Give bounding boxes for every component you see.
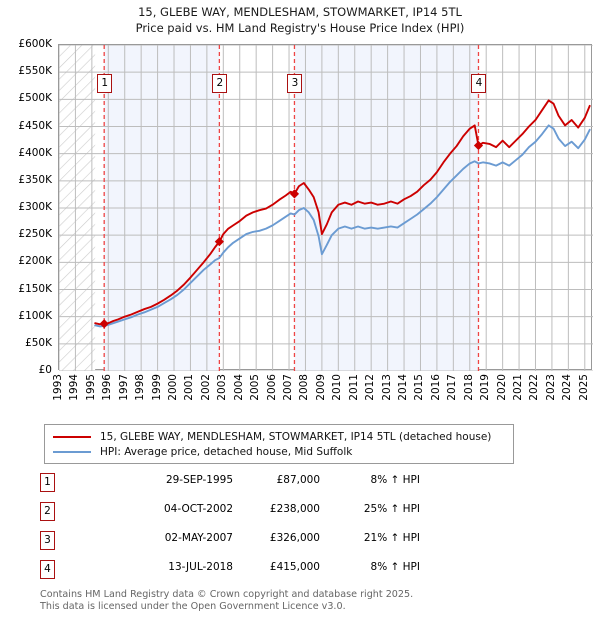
y-axis-tick-label: £350K <box>18 173 52 186</box>
transaction-point <box>99 319 109 329</box>
x-axis-tick-label: 1994 <box>68 374 81 401</box>
transaction-point <box>214 237 224 247</box>
y-axis-tick-label: £400K <box>18 146 52 159</box>
legend-color-swatch <box>53 451 91 453</box>
x-axis-tick-label: 2002 <box>199 374 212 401</box>
x-axis-tick-label: 2020 <box>495 374 508 401</box>
table-row: 2 04-OCT-2002 £238,000 25% ↑ HPI <box>40 501 470 530</box>
chart-legend: 15, GLEBE WAY, MENDLESHAM, STOWMARKET, I… <box>44 424 514 464</box>
y-axis-tick-label: £500K <box>18 92 52 105</box>
y-axis-tick-label: £450K <box>18 119 52 132</box>
x-axis-tick-label: 2005 <box>249 374 262 401</box>
x-axis-tick-label: 2009 <box>314 374 327 401</box>
x-axis-tick-label: 1999 <box>150 374 163 401</box>
x-axis-tick-label: 2021 <box>512 374 525 401</box>
x-axis-tick-label: 2006 <box>265 374 278 401</box>
x-axis-tick-label: 2015 <box>413 374 426 401</box>
chart-marker-3: 3 <box>287 74 303 93</box>
x-axis-tick-label: 2001 <box>183 374 196 401</box>
series-line <box>94 99 591 326</box>
transaction-hpi-delta: 25% ↑ HPI <box>363 503 420 515</box>
x-axis-tick-label: 2003 <box>216 374 229 401</box>
x-axis-tick-label: 2016 <box>429 374 442 401</box>
x-axis-tick-label: 2010 <box>331 374 344 401</box>
transactions-table: 1 29-SEP-1995 £87,000 8% ↑ HPI 2 04-OCT-2002 £… <box>40 472 470 588</box>
series-line <box>94 124 591 328</box>
footer-line-1: Contains HM Land Registry data © Crown c… <box>40 589 414 600</box>
transaction-index-badge: 3 <box>40 531 55 550</box>
transaction-hpi-delta: 21% ↑ HPI <box>363 532 420 544</box>
y-axis-tick-label: £50K <box>25 336 52 349</box>
y-axis-tick-label: £550K <box>18 65 52 78</box>
x-axis-tick-label: 2007 <box>282 374 295 401</box>
transaction-date: 02-MAY-2007 <box>164 532 233 544</box>
table-row: 3 02-MAY-2007 £326,000 21% ↑ HPI <box>40 530 470 559</box>
transaction-price: £415,000 <box>269 561 320 573</box>
y-axis-tick-label: £600K <box>18 38 52 50</box>
transaction-date: 13-JUL-2018 <box>168 561 233 573</box>
legend-item: 15, GLEBE WAY, MENDLESHAM, STOWMARKET, I… <box>53 430 505 444</box>
price-chart <box>58 44 593 371</box>
x-axis-tick-label: 1993 <box>52 374 64 401</box>
x-axis-tick-label: 1997 <box>117 374 130 401</box>
plot-area <box>58 44 593 371</box>
x-axis-tick-label: 1996 <box>101 374 114 401</box>
x-axis-tick-label: 2004 <box>232 374 245 401</box>
y-axis-tick-label: £250K <box>18 228 52 241</box>
table-row: 1 29-SEP-1995 £87,000 8% ↑ HPI <box>40 472 470 501</box>
transaction-date: 29-SEP-1995 <box>165 474 233 486</box>
x-axis-tick-label: 1995 <box>84 374 97 401</box>
x-axis-tick-label: 2000 <box>167 374 179 401</box>
x-axis-tick-label: 2019 <box>479 374 492 401</box>
transaction-index-badge: 4 <box>40 560 55 579</box>
plot-svg <box>59 45 593 371</box>
legend-item: HPI: Average price, detached house, Mid … <box>53 445 505 459</box>
footer-attribution: Contains HM Land Registry data © Crown c… <box>40 589 560 612</box>
x-axis-tick-label: 2017 <box>446 374 459 401</box>
transaction-index-badge: 2 <box>40 502 55 521</box>
legend-color-swatch <box>53 436 91 438</box>
y-axis-tick-label: £200K <box>18 255 52 268</box>
x-axis-tick-label: 1998 <box>134 374 147 401</box>
y-axis-tick-label: £150K <box>18 282 52 295</box>
transaction-date: 04-OCT-2002 <box>164 503 233 515</box>
transaction-price: £87,000 <box>276 474 320 486</box>
transaction-hpi-delta: 8% ↑ HPI <box>370 474 420 486</box>
y-axis-tick-label: £0 <box>38 364 52 376</box>
x-axis-tick-label: 2013 <box>380 374 393 401</box>
x-axis-tick-label: 2025 <box>577 374 590 401</box>
transaction-price: £238,000 <box>269 503 320 515</box>
x-axis-tick-label: 2018 <box>462 374 475 401</box>
x-axis-tick-label: 2011 <box>347 374 360 401</box>
x-axis-tick-label: 2022 <box>528 374 541 401</box>
x-axis-labels: 1993 1994 1995 1996 1997 1998 1999 2000 2001 2002… <box>52 374 592 416</box>
transaction-hpi-delta: 8% ↑ HPI <box>370 561 420 573</box>
chart-marker-1: 1 <box>97 74 113 93</box>
x-axis-tick-label: 2012 <box>364 374 377 401</box>
table-row: 4 13-JUL-2018 £415,000 8% ↑ HPI <box>40 559 470 588</box>
y-axis-tick-label: £100K <box>18 309 52 322</box>
chart-marker-4: 4 <box>471 74 487 93</box>
transaction-price: £326,000 <box>269 532 320 544</box>
page-title: 15, GLEBE WAY, MENDLESHAM, STOWMARKET, I… <box>0 4 600 36</box>
x-axis-tick-label: 2024 <box>561 374 574 401</box>
y-axis-tick-label: £300K <box>18 201 52 213</box>
x-axis-tick-label: 2008 <box>298 374 311 401</box>
x-axis-tick-label: 2014 <box>397 374 410 401</box>
footer-line-2: This data is licensed under the Open Gov… <box>40 600 346 612</box>
legend-label: 15, GLEBE WAY, MENDLESHAM, STOWMARKET, I… <box>100 431 492 443</box>
title-line-1: 15, GLEBE WAY, MENDLESHAM, STOWMARKET, I… <box>138 5 462 19</box>
x-axis-tick-label: 2023 <box>544 374 557 401</box>
legend-label: HPI: Average price, detached house, Mid … <box>100 446 353 458</box>
transaction-index-badge: 1 <box>40 473 55 492</box>
transaction-point <box>473 140 484 151</box>
title-line-2: Price paid vs. HM Land Registry's House … <box>135 21 465 35</box>
chart-marker-2: 2 <box>212 74 228 93</box>
